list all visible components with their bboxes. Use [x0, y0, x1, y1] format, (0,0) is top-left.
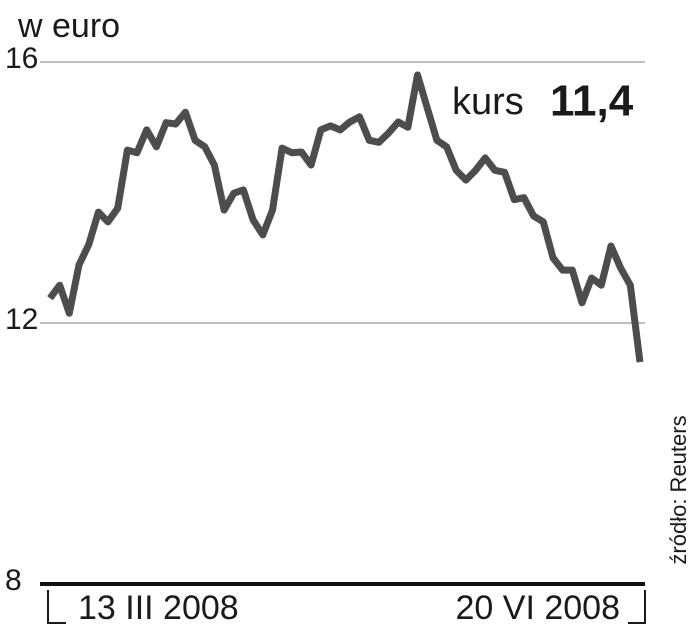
y-tick-label: 12 [5, 303, 38, 336]
chart-title: w euro [17, 7, 120, 45]
annotation-label: kurs [452, 81, 524, 123]
annotation-value: 11,4 [550, 77, 634, 126]
line [47, 71, 644, 363]
x-tick-label: 20 VI 2008 [456, 589, 620, 627]
source: źródło: Reuters [666, 415, 691, 564]
x-bracket [628, 590, 646, 624]
y-tick-label: 8 [5, 564, 22, 597]
x-tick-label: 13 III 2008 [78, 589, 239, 627]
x-bracket [47, 590, 66, 624]
y-tick-label: 16 [5, 42, 38, 75]
